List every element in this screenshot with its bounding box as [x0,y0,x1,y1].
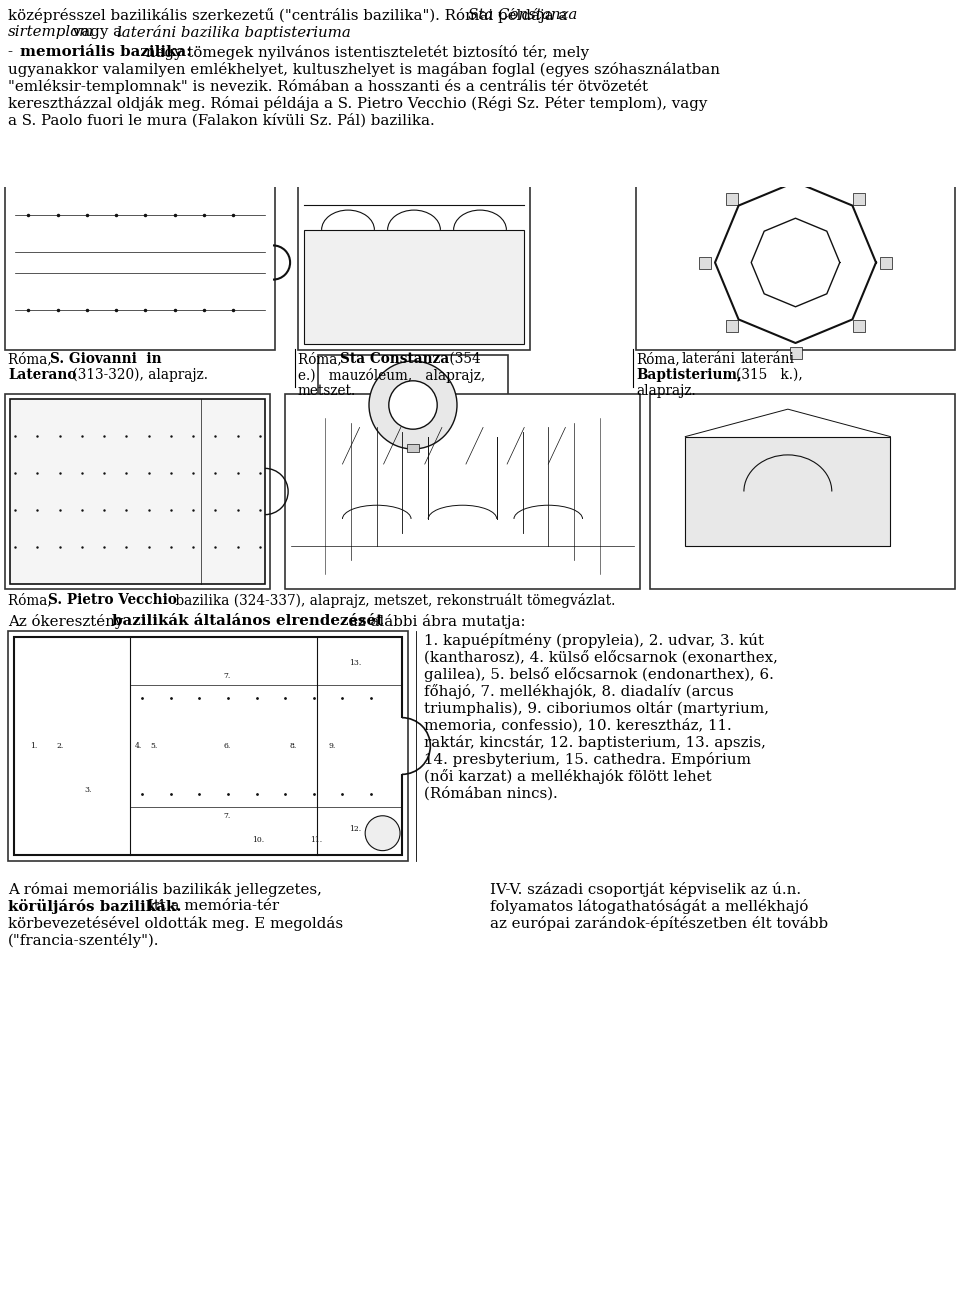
Text: 8.: 8. [290,742,297,750]
Text: memoriális bazilika:: memoriális bazilika: [20,44,192,59]
Bar [726,320,737,332]
Text: 12.: 12. [349,825,362,833]
Bar [400,718,404,774]
Text: galilea), 5. belső előcsarnok (endonarthex), 6.: galilea), 5. belső előcsarnok (endonarth… [424,667,774,682]
Text: 14. presbyterium, 15. cathedra. Empórium: 14. presbyterium, 15. cathedra. Empórium [424,752,751,767]
Circle shape [365,816,400,851]
Bar [407,444,419,452]
Text: lateráni: lateráni [741,352,795,366]
Text: bazilikák általános elrendezését: bazilikák általános elrendezését [112,614,383,627]
Bar [853,192,866,204]
Bar [699,256,711,268]
Text: Itt a memória-tér: Itt a memória-tér [143,899,279,914]
Text: lateráni: lateráni [682,352,736,366]
Bar [5,175,275,350]
Bar [0,0,960,187]
Bar [298,175,530,350]
Text: ("francia-szentély").: ("francia-szentély"). [8,933,159,948]
Circle shape [389,380,437,429]
Text: 2.: 2. [57,742,64,750]
Text: 6.: 6. [224,742,231,750]
Text: folyamatos látogathatóságát a mellékhajó: folyamatos látogathatóságát a mellékhajó [490,899,808,914]
Text: Róma,: Róma, [636,352,680,366]
Text: (354: (354 [445,352,481,366]
Text: középrésszel bazilikális szerkezetű ("centrális bazilika"). Római példája a: középrésszel bazilikális szerkezetű ("ce… [8,8,572,24]
Text: 7.: 7. [224,812,231,819]
Bar [726,192,737,204]
Text: "emléksir-templomnak" is nevezik. Rómában a hosszanti és a centrális tér ötvözet: "emléksir-templomnak" is nevezik. Rómába… [8,78,648,94]
Text: körbevezetésével oldották meg. E megoldás: körbevezetésével oldották meg. E megoldá… [8,916,343,931]
Bar [789,166,802,178]
Text: vagy a: vagy a [68,25,128,39]
Text: 5.: 5. [150,742,157,750]
Text: (313-320), alaprajz.: (313-320), alaprajz. [68,369,208,383]
Bar [318,356,508,455]
Text: Róma,: Róma, [298,352,350,366]
Bar [636,175,955,350]
Text: Sta Constanza: Sta Constanza [340,352,449,366]
Text: 3.: 3. [84,786,91,793]
Bar [880,256,892,268]
Text: körüljárós bazilikák.: körüljárós bazilikák. [8,899,181,914]
Text: Baptisterium,: Baptisterium, [636,369,742,382]
Text: -: - [8,44,17,59]
Bar [789,346,802,359]
Bar [685,437,891,546]
Text: ugyanakkor valamilyen emlékhelyet, kultuszhelyet is magában foglal (egyes szóhas: ugyanakkor valamilyen emlékhelyet, kultu… [8,61,720,77]
Text: 1. kapuépítmény (propyleia), 2. udvar, 3. kút: 1. kapuépítmény (propyleia), 2. udvar, 3… [424,633,764,648]
Bar [7,176,273,348]
Text: (női karzat) a mellékhajók fölött lehet: (női karzat) a mellékhajók fölött lehet [424,769,711,784]
Bar [14,637,402,855]
Text: metszet.: metszet. [298,384,356,399]
Bar [285,393,640,589]
Text: alaprajz.: alaprajz. [636,384,696,399]
Text: A római memoriális bazilikák jellegzetes,: A római memoriális bazilikák jellegzetes… [8,882,322,897]
Text: Róma,: Róma, [8,593,56,606]
Text: (315   k.),: (315 k.), [736,369,803,382]
Bar [853,320,866,332]
Bar [5,393,270,589]
Text: Róma,: Róma, [8,352,60,366]
Text: 11.: 11. [311,835,323,844]
Text: 7.: 7. [224,672,231,680]
Text: 1.: 1. [30,742,37,750]
Text: az európai zarándok-építészetben élt tovább: az európai zarándok-építészetben élt tov… [490,916,828,931]
Text: Laterano: Laterano [8,369,77,382]
Text: S. Pietro Vecchio: S. Pietro Vecchio [48,593,177,606]
Text: nagy tömegek nyilvános istentiszteletét biztosító tér, mely: nagy tömegek nyilvános istentiszteletét … [141,44,589,60]
Bar [8,631,408,861]
Text: főhajó, 7. mellékhajók, 8. diadalív (arcus: főhajó, 7. mellékhajók, 8. diadalív (arc… [424,684,733,699]
Text: e.)   mauzóleum,   alaprajz,: e.) mauzóleum, alaprajz, [298,369,485,383]
Bar [304,230,524,344]
Text: Az ókeresztény: Az ókeresztény [8,614,128,629]
Text: az alábbi ábra mutatja:: az alábbi ábra mutatja: [344,614,525,629]
Text: (Rómában nincs).: (Rómában nincs). [424,786,558,800]
Text: (kantharosz), 4. külső előcsarnok (exonarthex,: (kantharosz), 4. külső előcsarnok (exona… [424,650,778,664]
Text: raktár, kincstár, 12. baptisterium, 13. apszis,: raktár, kincstár, 12. baptisterium, 13. … [424,735,766,750]
Text: .: . [304,25,309,39]
Text: 10.: 10. [252,835,265,844]
Text: keresztházzal oldják meg. Római példája a S. Pietro Vecchio (Régi Sz. Péter temp: keresztházzal oldják meg. Római példája … [8,95,708,111]
Text: IV-V. századi csoportját képviselik az ú.n.: IV-V. századi csoportját képviselik az ú… [490,882,802,897]
Bar [10,399,265,584]
Text: memoria, confessio), 10. keresztház, 11.: memoria, confessio), 10. keresztház, 11. [424,718,732,732]
Text: S. Giovanni  in: S. Giovanni in [50,352,161,366]
Text: triumphalis), 9. ciboriumos oltár (martyrium,: triumphalis), 9. ciboriumos oltár (marty… [424,701,769,716]
Text: 9.: 9. [328,742,336,750]
Bar [650,393,955,589]
Text: sirtemplom: sirtemplom [8,25,94,39]
Text: lateráni bazilika baptisteriuma: lateráni bazilika baptisteriuma [117,25,350,41]
Text: a S. Paolo fuori le mura (Falakon kívüli Sz. Pál) bazilika.: a S. Paolo fuori le mura (Falakon kívüli… [8,112,435,127]
Text: 4.: 4. [134,742,142,750]
Text: Sta Constanza: Sta Constanza [468,8,577,22]
Text: 13.: 13. [349,659,362,667]
Circle shape [369,361,457,450]
Text: bazilika (324-337), alaprajz, metszet, rekonstruált tömegvázlat.: bazilika (324-337), alaprajz, metszet, r… [171,593,615,608]
